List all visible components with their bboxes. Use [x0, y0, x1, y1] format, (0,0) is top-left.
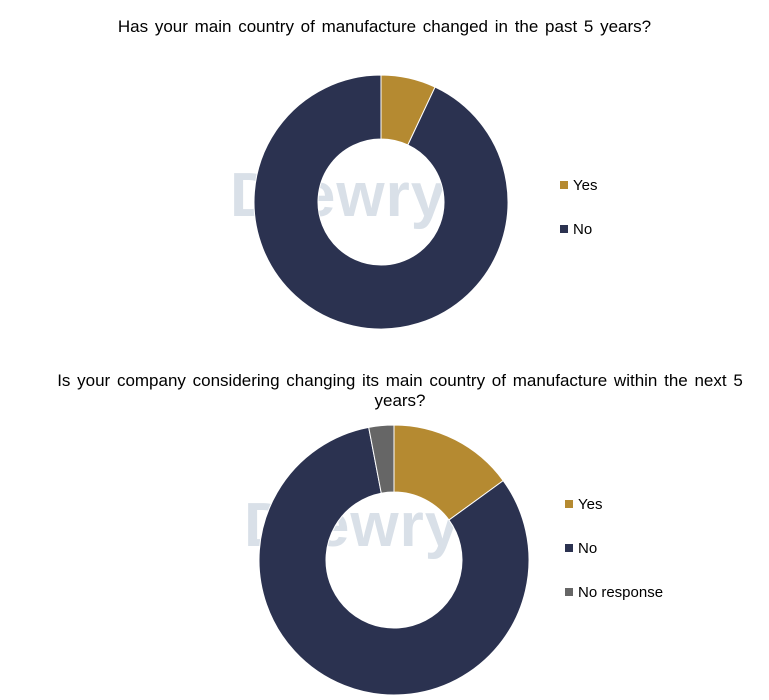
- chart-1-title: Has your main country of manufacture cha…: [117, 17, 652, 36]
- legend-2: Yes No No response: [565, 494, 663, 626]
- legend-label: Yes: [573, 176, 598, 194]
- legend-item-no: No: [560, 219, 597, 239]
- legend-1: Yes No: [560, 175, 597, 263]
- chart-2-title: Is your company considering changing its…: [57, 371, 743, 410]
- legend-swatch: [560, 225, 568, 233]
- legend-item-no: No: [565, 538, 663, 558]
- donut-slice-no: [253, 74, 509, 330]
- legend-swatch: [565, 500, 573, 508]
- legend-label: No response: [578, 583, 664, 601]
- legend-item-no-response: No response: [565, 582, 663, 602]
- legend-swatch: [565, 588, 573, 596]
- legend-item-yes: Yes: [560, 175, 597, 195]
- donut-slice-no: [258, 426, 530, 696]
- legend-swatch: [565, 544, 573, 552]
- legend-label: No: [573, 220, 593, 238]
- legend-swatch: [560, 181, 568, 189]
- legend-item-yes: Yes: [565, 494, 663, 514]
- legend-label: Yes: [578, 495, 603, 513]
- donut-slice-no-response: [368, 424, 395, 494]
- legend-label: No: [578, 539, 598, 557]
